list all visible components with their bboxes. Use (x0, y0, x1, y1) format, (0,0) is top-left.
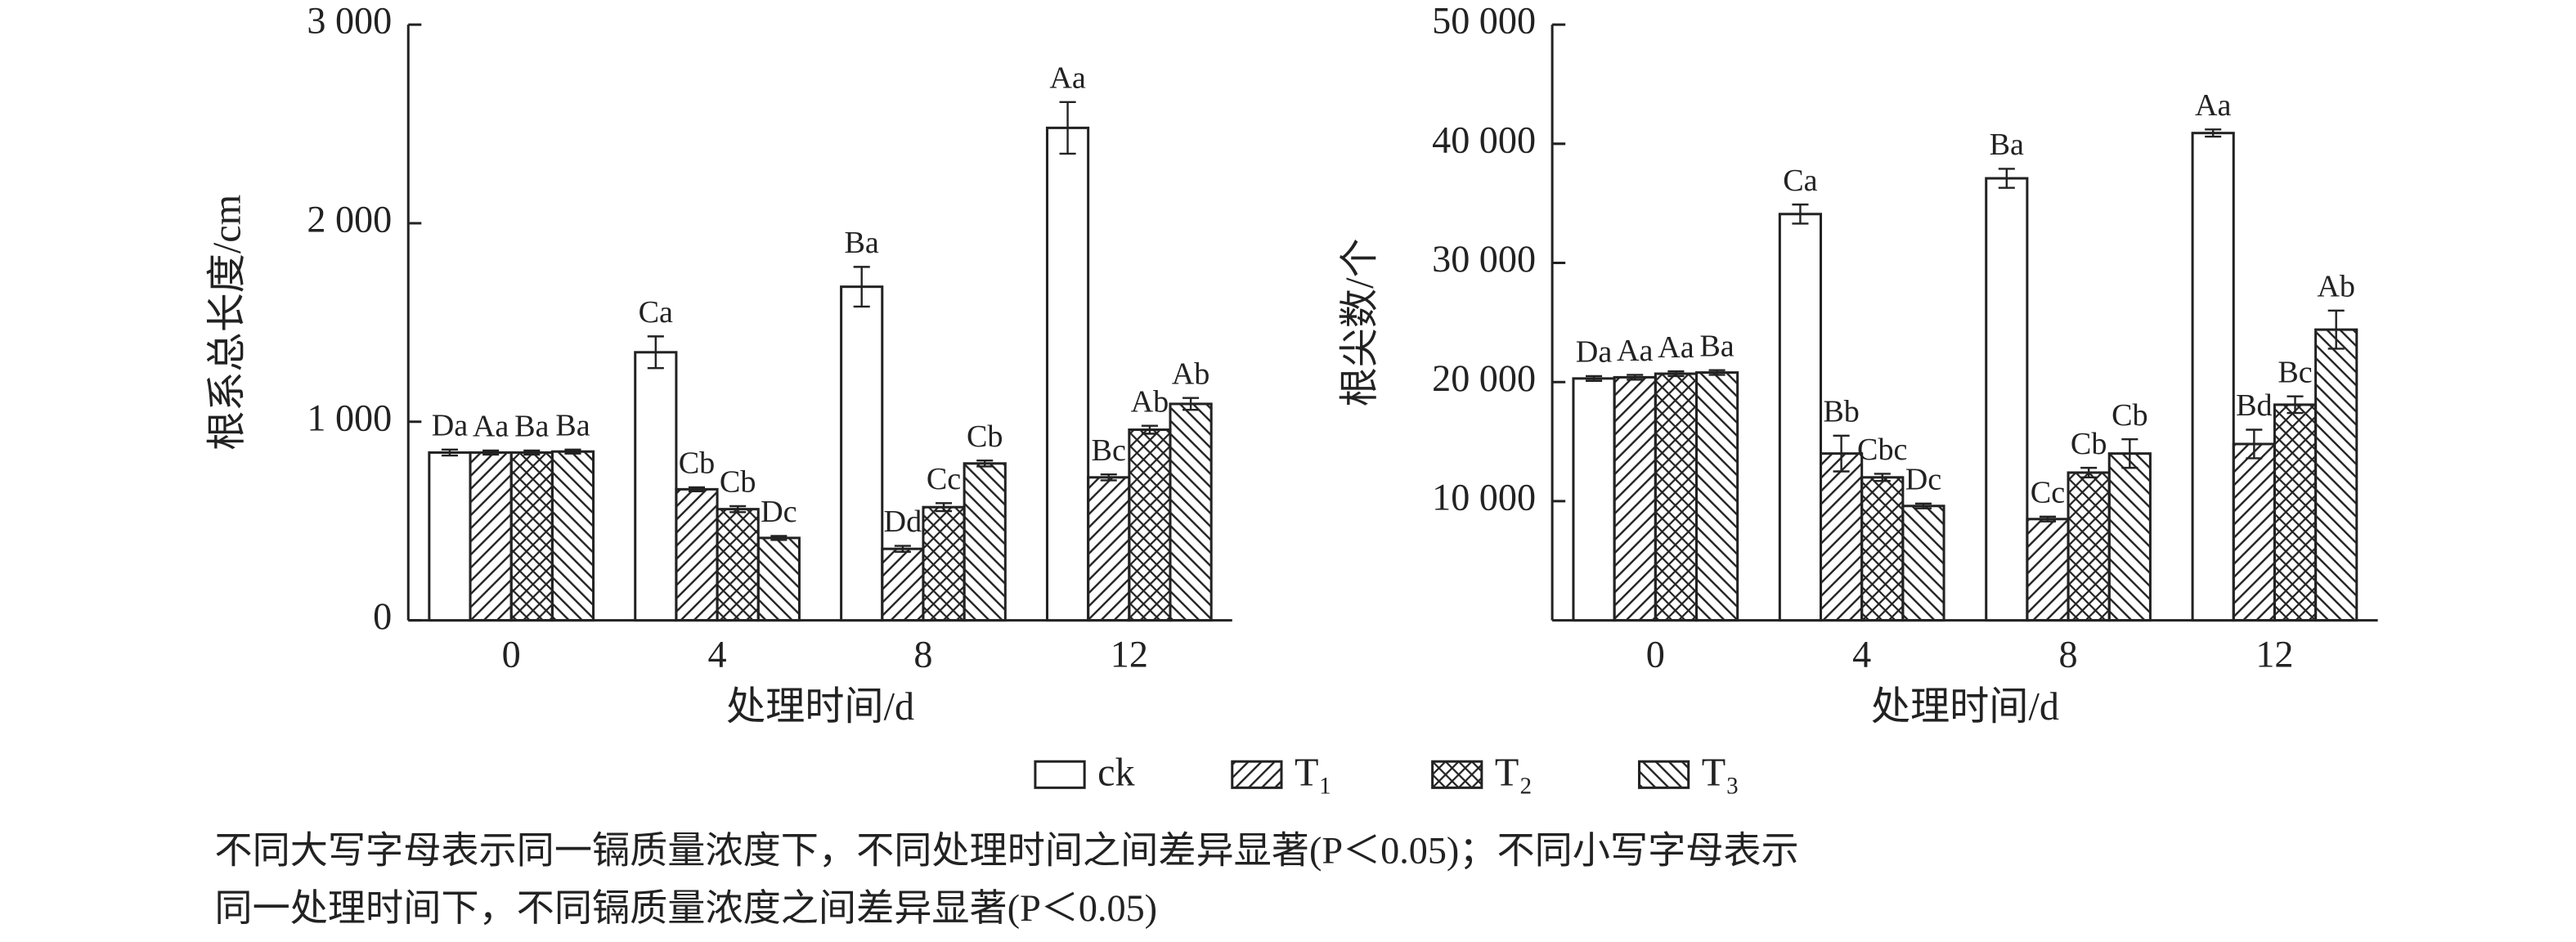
value-label: Dc (761, 495, 797, 529)
value-label: Ca (639, 295, 673, 330)
bar (2191, 132, 2235, 622)
bar (2314, 328, 2358, 622)
value-label: Ba (1990, 128, 2024, 162)
value-label: Bb (1823, 394, 1860, 428)
bar (1572, 377, 1616, 622)
bar (1860, 476, 1905, 622)
value-label: Cbc (1857, 433, 1907, 467)
bar (428, 451, 472, 622)
bar (963, 462, 1007, 622)
value-label: Ba (555, 408, 590, 442)
y-tick-label: 0 (373, 595, 392, 637)
footnote: 同一处理时间下，不同镉质量浓度之间差异显著(P＜0.05) (214, 887, 1157, 929)
legend-label: T₂ (1495, 751, 1533, 794)
bar (1654, 372, 1698, 622)
value-label: Cb (2071, 427, 2107, 461)
value-label: Ab (2317, 269, 2355, 303)
x-tick-label: 0 (502, 633, 521, 675)
bar (1985, 177, 2029, 622)
value-label: Aa (1617, 334, 1654, 368)
y-axis-title: 根尖数/个 (1338, 238, 1381, 406)
value-label: Cc (927, 462, 961, 496)
bar (2107, 452, 2152, 622)
value-label: Cb (720, 465, 756, 500)
y-tick-label: 50 000 (1432, 0, 1536, 42)
value-label: Ba (1699, 329, 1734, 363)
value-label: Bd (2236, 388, 2273, 423)
bar (2026, 518, 2070, 622)
y-axis-title: 根系总长度/cm (206, 195, 249, 451)
x-axis-title: 处理时间/d (1871, 685, 2059, 729)
value-label: Cc (2031, 476, 2065, 510)
y-tick-label: 40 000 (1432, 119, 1536, 160)
bar (881, 547, 925, 622)
bar (840, 285, 884, 622)
value-label: Aa (1658, 330, 1694, 365)
value-label: Ab (1172, 357, 1210, 391)
value-label: Aa (2195, 88, 2232, 123)
y-tick-label: 20 000 (1432, 357, 1536, 399)
x-tick-label: 4 (708, 633, 727, 675)
y-tick-label: 3 000 (307, 0, 392, 42)
value-label: Ba (845, 226, 879, 260)
legend-swatch (1637, 760, 1690, 789)
x-tick-label: 8 (2059, 633, 2078, 675)
value-label: Dc (1905, 463, 1941, 497)
bar (1901, 505, 1945, 622)
value-label: Ca (1783, 164, 1817, 198)
y-tick-label: 1 000 (307, 397, 392, 438)
bar (550, 450, 595, 622)
y-tick-label: 2 000 (307, 199, 392, 240)
bar (1169, 402, 1213, 622)
bar (1778, 213, 1823, 622)
value-label: Ab (1131, 384, 1169, 419)
value-label: Cb (679, 446, 716, 481)
y-tick-label: 30 000 (1432, 238, 1536, 280)
value-label: Bc (1092, 433, 1126, 468)
bar (716, 508, 760, 622)
bar (469, 451, 513, 622)
bar (675, 487, 719, 622)
x-tick-label: 8 (913, 633, 932, 675)
value-label: Da (432, 408, 469, 442)
bar (2067, 471, 2111, 622)
bar (1128, 428, 1172, 622)
value-label: Cb (2112, 398, 2148, 433)
bar (1694, 371, 1739, 622)
legend-swatch (1431, 760, 1483, 789)
x-axis-title: 处理时间/d (726, 685, 914, 729)
bar (1820, 452, 1864, 622)
x-tick-label: 12 (1111, 633, 1148, 675)
value-label: Aa (473, 410, 509, 444)
value-label: Cb (967, 419, 1003, 454)
bar (509, 451, 554, 622)
legend-label: ck (1097, 751, 1135, 794)
value-label: Dd (884, 505, 922, 539)
bar (2232, 442, 2276, 622)
legend-swatch (1034, 760, 1086, 789)
value-label: Bc (2278, 355, 2312, 389)
legend-label: T₃ (1702, 751, 1739, 794)
y-tick-label: 10 000 (1432, 477, 1536, 518)
bar (1045, 126, 1090, 622)
bar (756, 536, 801, 622)
x-tick-label: 12 (2255, 633, 2293, 675)
value-label: Aa (1049, 61, 1086, 95)
x-tick-label: 4 (1852, 633, 1871, 675)
legend-label: T₁ (1295, 751, 1332, 794)
value-label: Ba (514, 410, 549, 444)
bar (2273, 403, 2318, 622)
legend-swatch (1231, 760, 1283, 789)
bar (922, 505, 966, 622)
bar (1613, 375, 1657, 622)
bar (1087, 476, 1131, 622)
footnote: 不同大写字母表示同一镉质量浓度下，不同处理时间之间差异显著(P＜0.05)；不同… (214, 830, 1798, 872)
value-label: Da (1576, 335, 1613, 370)
x-tick-label: 0 (1646, 633, 1665, 675)
bar (634, 351, 678, 622)
